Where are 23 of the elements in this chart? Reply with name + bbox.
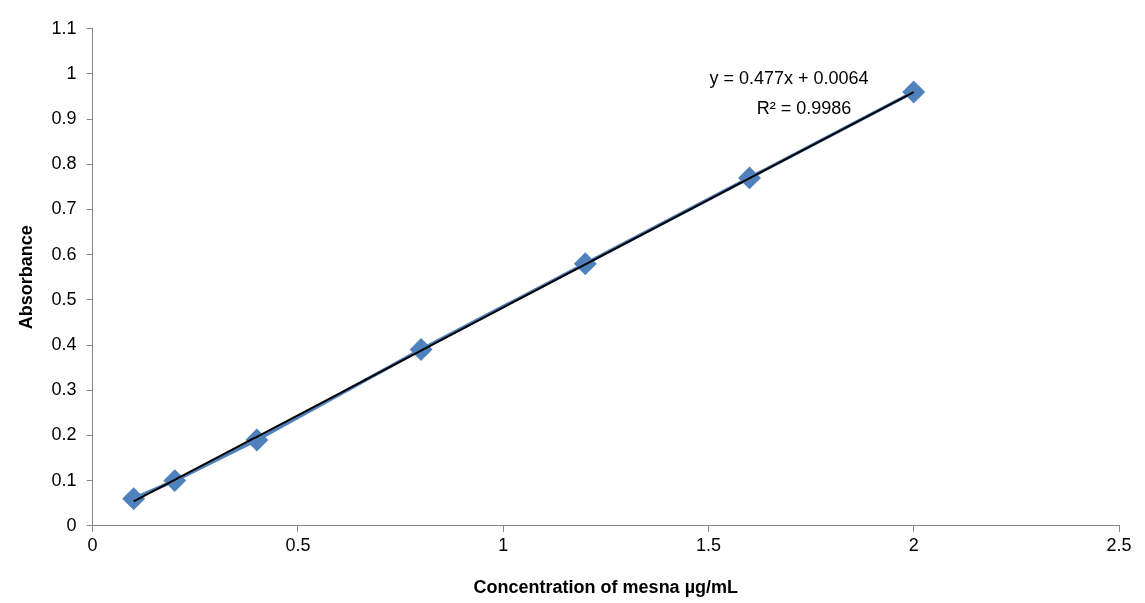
x-tick-label: 0.5 (285, 534, 311, 555)
y-tick-label: 0.1 (51, 469, 77, 490)
y-tick-label: 0.3 (51, 379, 77, 400)
annotation: y = 0.477x + 0.0064 (709, 67, 869, 88)
y-tick-label: 0.5 (51, 288, 77, 309)
y-tick-label: 0.6 (51, 243, 77, 264)
y-tick-label: 0.9 (51, 108, 77, 129)
x-tick-label: 2.5 (1106, 534, 1132, 555)
annotation: R² = 0.9986 (756, 97, 852, 118)
x-tick-label: 2 (908, 534, 919, 555)
y-tick-label: 1.1 (51, 17, 77, 38)
x-tick-label: 1.5 (695, 534, 721, 555)
y-tick-label: 0.7 (51, 198, 77, 219)
y-tick-label: 1 (66, 62, 77, 83)
y-tick-label: 0.8 (51, 153, 77, 174)
point (902, 81, 925, 103)
x-tick-label: 1 (498, 534, 509, 555)
y-axis-title: Absorbance (15, 225, 36, 330)
x-tick-label: 0 (87, 534, 98, 555)
x-axis-title: Concentration of mesna µg/mL (473, 577, 739, 598)
y-tick-label: 0 (66, 514, 77, 535)
y-tick-label: 0.2 (51, 424, 77, 445)
y-tick-label: 0.4 (51, 334, 77, 355)
